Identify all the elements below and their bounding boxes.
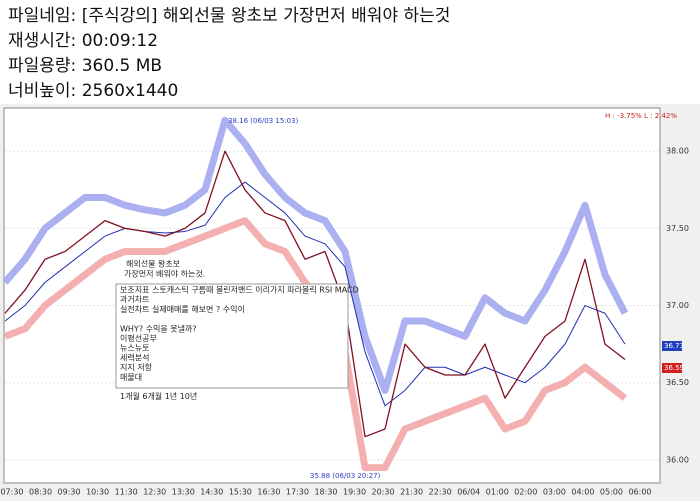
y-tick-label: 38.00 <box>666 147 689 156</box>
duration: 재생시간: 00:09:12 <box>8 31 159 51</box>
stats: H : -3.75% L : 2.42% <box>605 112 677 120</box>
note-title: 가장먼저 배워야 하는것. <box>124 269 205 279</box>
x-tick-label: 21:30 <box>400 488 423 497</box>
resolution: 너비높이: 2560x1440 <box>8 81 179 101</box>
x-tick-label: 05:00 <box>600 488 623 497</box>
x-tick-label: 15:30 <box>229 488 252 497</box>
last-upper-box <box>662 341 682 351</box>
chart: 36.00 36.50 37.00 37.50 38.00 07:30 08:30 09:30… <box>0 104 700 501</box>
last-upper: 36.73 <box>664 342 684 350</box>
x-tick-label: 12:30 <box>143 488 166 497</box>
x-tick-label: 16:30 <box>257 488 280 497</box>
note-line: 과거차트 <box>120 295 149 304</box>
series-line <box>4 150 626 438</box>
x-tick-label: 10:30 <box>86 488 109 497</box>
series-line <box>2 116 629 394</box>
note-line: 보조지표 스토캐스틱 구름때 볼린저밴드 이리가지 파라볼릭 RSI MACD <box>120 285 359 295</box>
note-line: 이평선공부 <box>120 333 157 343</box>
y-tick-label: 36.00 <box>666 455 689 464</box>
y-tick-label: 36.50 <box>666 378 689 387</box>
note-box <box>115 283 349 389</box>
x-tick-label: 14:30 <box>200 488 223 497</box>
series-line <box>4 181 626 407</box>
file-name: 파일네임: [주식강의] 해외선물 왕초보 가장먼저 배워야 하는것 <box>8 6 451 26</box>
y-tick-label: 37.50 <box>666 224 689 233</box>
x-tick-label: 06:00 <box>628 488 651 497</box>
x-tick-label: 04:00 <box>571 488 594 497</box>
x-tick-label: 19:30 <box>343 488 366 497</box>
x-tick-label: 08:30 <box>29 488 52 497</box>
note-line: WHY? 수익을 못낼까? <box>120 323 197 333</box>
x-tick-label: 06/04 <box>457 488 480 497</box>
x-tick-label: 02:00 <box>514 488 537 497</box>
x-tick-label: 20:30 <box>372 488 395 497</box>
x-tick-label: 13:30 <box>172 488 195 497</box>
note-line: 매물대 <box>120 373 142 382</box>
high-note: 38.16 (06/03 15:03) <box>228 117 299 125</box>
last-lower: 36.59 <box>664 364 684 372</box>
note-line: 지지 저항 <box>120 363 153 372</box>
note-line: 세력분석 <box>120 352 149 362</box>
x-tick-label: 03:00 <box>543 488 566 497</box>
x-tick-label: 01:00 <box>486 488 509 497</box>
file-size: 파일용량: 360.5 MB <box>8 56 163 76</box>
y-tick-label: 37.00 <box>666 301 689 310</box>
low-note: 35.88 (06/03 20:27) <box>310 472 381 480</box>
x-tick-label: 11:30 <box>115 488 138 497</box>
last-lower-box <box>662 363 682 373</box>
x-tick-label: 17:30 <box>286 488 309 497</box>
note-line: 실전차트 실제매매를 해보면 ? 수익이 <box>120 304 245 314</box>
x-tick-label: 09:30 <box>58 488 81 497</box>
note-line: 1개월 6개월 1년 10년 <box>120 391 197 401</box>
note-line: 뉴스뉴토 <box>120 344 149 353</box>
file-info: 파일네임: [주식강의] 해외선물 왕초보 가장먼저 배워야 하는것 재생시간:… <box>8 4 450 104</box>
note-title: 해외선물 왕초보 <box>126 259 180 269</box>
x-tick-label: 07:30 <box>0 488 23 497</box>
x-tick-label: 22:30 <box>429 488 452 497</box>
x-tick-label: 18:30 <box>314 488 337 497</box>
